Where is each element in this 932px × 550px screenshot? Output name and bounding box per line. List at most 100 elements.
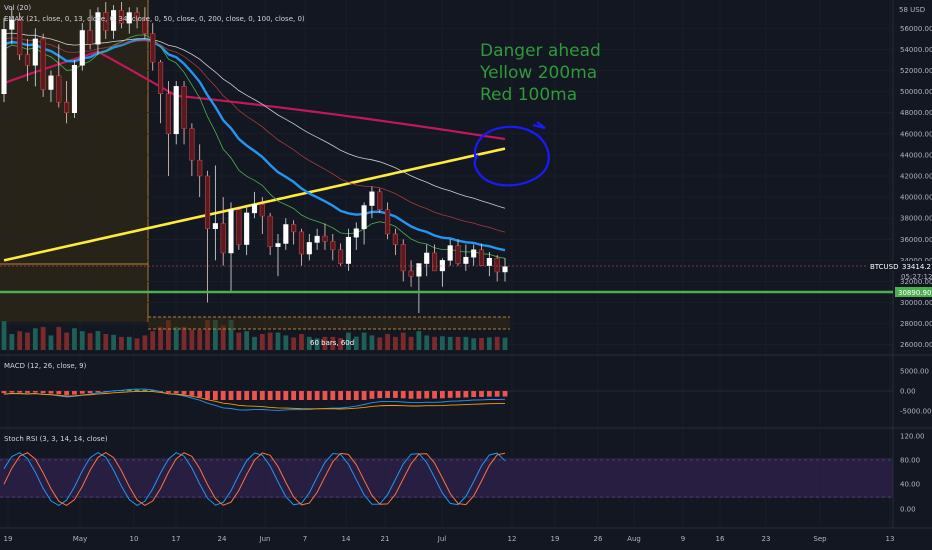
macd-tick-label: -5000.00 (900, 408, 931, 416)
annotation-line-1[interactable]: Danger ahead (480, 41, 601, 61)
volume-bar (236, 332, 242, 350)
macd-histogram-bar (322, 391, 328, 400)
volume-bar (306, 336, 312, 350)
macd-axis: 5000.00 0.00 -5000.00 (900, 368, 931, 416)
volume-bar (369, 335, 375, 350)
time-tick-label: 10 (130, 535, 139, 543)
candle-body (314, 235, 320, 243)
candle-body (447, 245, 453, 261)
ema34-line (3, 37, 506, 233)
macd-histogram-bar (150, 390, 156, 391)
candle-body (173, 86, 179, 135)
macd-histogram-bar (432, 391, 437, 399)
volume-bar (150, 331, 156, 350)
ema21-line (3, 38, 506, 252)
candle-body (353, 228, 359, 238)
support-price-value: 30890.90 (898, 289, 931, 297)
candle-body (306, 242, 312, 255)
annotation-line-3[interactable]: Red 100ma (480, 85, 577, 105)
time-tick-label: 23 (762, 535, 771, 543)
macd-histogram-bar (17, 391, 23, 393)
macd-histogram-bar (165, 391, 171, 393)
hand-drawn-circle[interactable] (473, 121, 550, 187)
macd-histogram-bar (212, 391, 218, 400)
volume-bar (197, 329, 203, 350)
price-tick-label: 28000.00 (900, 320, 932, 328)
candle-body (1, 29, 7, 94)
volume-bar (40, 326, 46, 350)
volume-bar (158, 326, 163, 350)
macd-histogram-bar (369, 391, 375, 399)
support-price-tag[interactable] (895, 287, 932, 297)
candle-body (283, 224, 289, 244)
candle-body (9, 19, 15, 30)
candle-body (345, 236, 351, 264)
volume-bar (291, 337, 297, 350)
candle-body (126, 12, 132, 24)
time-tick-label: 19 (4, 535, 13, 543)
time-tick-label: 19 (551, 535, 560, 543)
volume-bars (1, 320, 508, 350)
macd-histogram-bar (494, 391, 500, 397)
candle-body (111, 10, 117, 31)
macd-histogram-bar (40, 391, 46, 394)
candle-body (298, 231, 305, 255)
candle-body (118, 10, 124, 24)
price-tick-label: 30000.00 (900, 299, 932, 307)
time-tick-label: 24 (218, 535, 227, 543)
time-axis[interactable]: 19 May 10 17 24 Jun 7 14 21 Jul 12 19 26 Aug 9 16 23 Sep 1… (4, 535, 895, 543)
candle-body (40, 38, 46, 90)
candle-body (142, 18, 148, 34)
annotation-line-2[interactable]: Yellow 200ma (479, 63, 597, 83)
stoch-k-line (3, 452, 506, 506)
candle-body (338, 249, 344, 264)
macd-histogram-bar (400, 391, 406, 399)
price-tick-label: 40000.00 (900, 194, 932, 202)
volume-bar (471, 338, 477, 350)
macd-histogram-bar (259, 391, 265, 400)
macd-histogram-bar (197, 391, 203, 398)
price-axis[interactable]: 56000.00 54000.00 52000.00 50000.00 48000.00… (900, 25, 932, 349)
volume-bar (25, 332, 30, 350)
candle-body (259, 204, 265, 217)
macd-tick-label: 5000.00 (900, 368, 929, 376)
macd-signal-line (3, 390, 506, 410)
macd-histogram-bar (220, 391, 226, 400)
macd-histogram-bar (346, 391, 351, 400)
time-tick-label: 16 (716, 535, 725, 543)
emax-indicator-label[interactable]: EMAX (21, close, 0, 13, close, 0, 34, cl… (4, 15, 305, 23)
stoch-tick-label: 120.00 (900, 433, 925, 441)
volume-bar (416, 331, 422, 350)
volume-bar (353, 336, 359, 350)
volume-bar (479, 338, 484, 350)
volume-indicator-label[interactable]: Vol (20) (4, 4, 31, 12)
date-range-shade (0, 0, 148, 322)
volume-bar (408, 336, 414, 350)
range-label: 60 bars, 60d (310, 339, 354, 347)
stoch-indicator-label[interactable]: Stoch RSI (3, 3, 14, 14, close) (4, 435, 108, 443)
price-tick-label: 46000.00 (900, 130, 932, 138)
candle-body (64, 101, 70, 113)
macd-histogram-bar (330, 391, 336, 400)
price-tick-label: 34000.00 (900, 257, 932, 265)
volume-bar (165, 320, 171, 350)
macd-indicator-label[interactable]: MACD (12, 26, close, 9) (4, 362, 87, 370)
volume-bar (259, 334, 265, 350)
macd-histogram-bar (275, 391, 281, 400)
candle-body (220, 223, 226, 254)
macd-histogram-bar (142, 389, 148, 391)
volume-bar (64, 332, 70, 350)
volume-bar (95, 331, 101, 350)
candle-body (463, 256, 469, 264)
candlesticks (1, 2, 508, 314)
volume-bar (9, 334, 15, 350)
macd-histogram-bar (205, 391, 210, 400)
candle-body (204, 175, 211, 229)
last-price-tag-bg (866, 261, 932, 271)
macd-histogram-bar (377, 391, 383, 399)
last-price-countdown: 05:27:12 (901, 273, 932, 281)
macd-tick-label: 0.00 (900, 388, 916, 396)
volume-bar (377, 337, 383, 350)
price-tick-label: 36000.00 (900, 236, 932, 244)
